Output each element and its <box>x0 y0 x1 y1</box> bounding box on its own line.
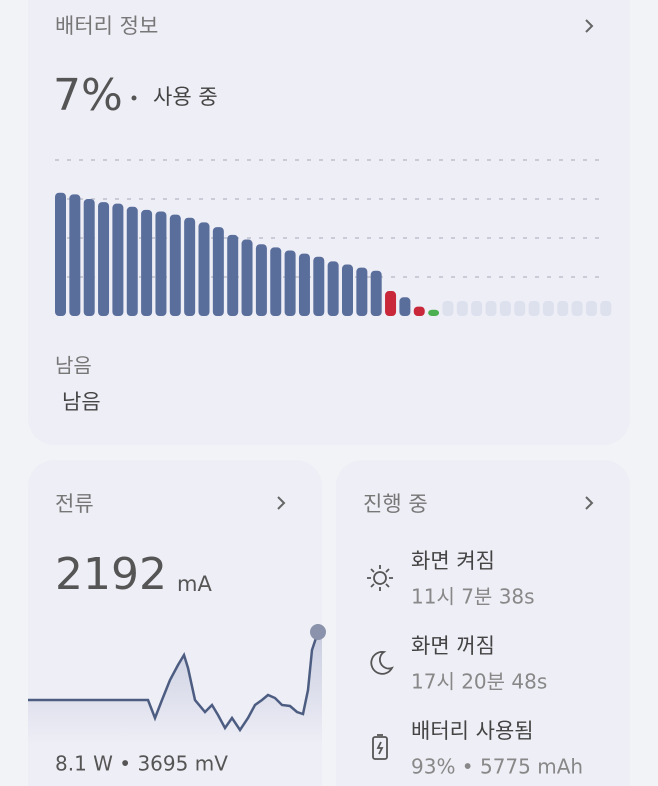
empty-bar <box>571 301 583 316</box>
empty-bar <box>471 301 483 316</box>
bar <box>298 253 310 316</box>
sun-icon <box>367 565 393 591</box>
bar <box>184 217 196 316</box>
bar <box>83 199 95 316</box>
sparkline <box>28 631 320 733</box>
empty-bar <box>542 301 554 316</box>
empty-bar <box>557 301 569 316</box>
battery-card[interactable] <box>28 0 630 445</box>
separator-dot <box>131 95 137 101</box>
bar <box>169 214 181 316</box>
battery-level: 7% <box>53 70 123 121</box>
current-value: 2192 <box>55 549 167 600</box>
bar <box>270 247 282 316</box>
item-detail: 93% • 5775 mAh <box>411 755 583 779</box>
progress-items: 화면 켜짐 11시 7분 38s 화면 꺼짐 17시 20분 48s 배터리 사용됨 93… <box>411 549 583 779</box>
bar <box>413 306 425 316</box>
item-detail: 11시 7분 38s <box>411 585 535 609</box>
remaining-label: 남음 <box>55 354 92 378</box>
empty-bar <box>485 301 497 316</box>
bar <box>399 297 411 316</box>
bar <box>385 291 397 316</box>
bar <box>98 202 110 316</box>
empty-bar <box>600 301 612 316</box>
item-label: 배터리 사용됨 <box>411 719 534 743</box>
progress-card[interactable] <box>336 460 630 786</box>
bar <box>155 211 167 316</box>
bar <box>255 244 267 316</box>
empty-bar <box>528 301 540 316</box>
bar <box>212 227 224 316</box>
bar <box>241 239 253 316</box>
card-title: 전류 <box>55 492 94 516</box>
bar <box>227 234 239 316</box>
card-title: 진행 중 <box>363 492 428 516</box>
moon-icon <box>370 651 394 675</box>
remaining-value: 남음 <box>62 390 101 414</box>
battery-icon <box>372 734 388 760</box>
bar <box>55 192 66 316</box>
bar <box>141 209 153 316</box>
item-label: 화면 꺼짐 <box>411 634 495 658</box>
bar <box>370 270 382 316</box>
bar <box>327 261 339 316</box>
item-detail: 17시 20분 48s <box>411 670 547 694</box>
current-footer: 8.1 W • 3695 mV <box>55 752 228 776</box>
bar <box>198 222 210 316</box>
bar <box>69 194 81 316</box>
empty-bar <box>585 301 597 316</box>
bar <box>126 206 138 316</box>
sparkline-area <box>28 630 322 745</box>
empty-bar <box>442 301 454 316</box>
bar <box>313 256 325 316</box>
bar <box>284 250 296 316</box>
sparkline-end <box>310 624 326 640</box>
bar <box>342 264 353 316</box>
item-label: 화면 켜짐 <box>411 549 495 573</box>
bar <box>112 203 124 316</box>
chevron[interactable] <box>277 496 286 510</box>
chevron[interactable] <box>585 19 594 33</box>
bar <box>428 309 440 316</box>
current-unit: mA <box>177 572 212 596</box>
card-title: 배터리 정보 <box>55 14 158 38</box>
empty-bar <box>514 301 526 316</box>
empty-bar <box>456 301 468 316</box>
empty-bar <box>499 301 511 316</box>
battery-chart <box>55 159 612 316</box>
chevron[interactable] <box>585 496 594 510</box>
bar <box>356 267 368 316</box>
battery-status: 사용 중 <box>153 85 218 109</box>
